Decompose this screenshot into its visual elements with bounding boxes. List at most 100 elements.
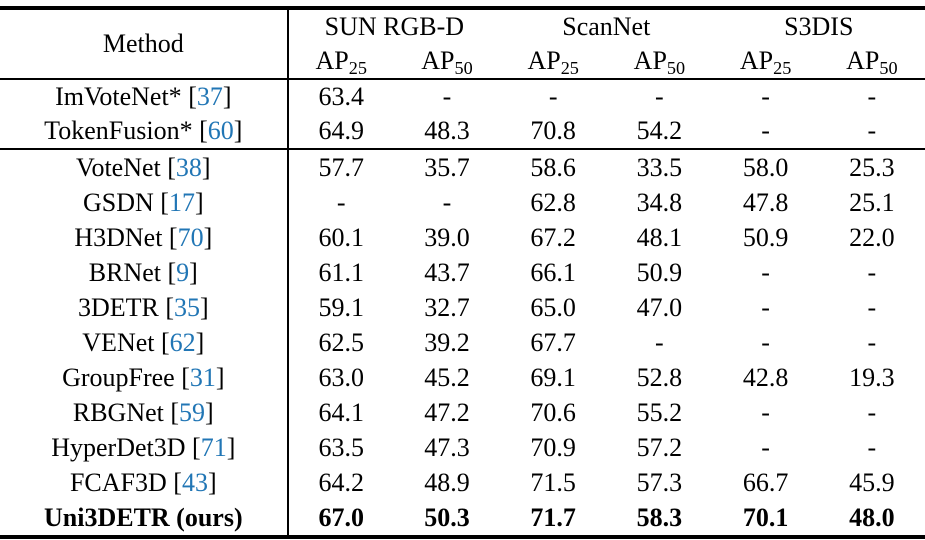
group-header-sun-rgbd: SUN RGB-D xyxy=(324,12,465,41)
table-header: Method SUN RGB-D ScanNet S3DIS AP25 AP50… xyxy=(0,8,925,79)
citation-link[interactable]: 70 xyxy=(177,222,204,252)
metric-subscript: 25 xyxy=(348,58,367,79)
value-cell: - xyxy=(442,187,452,217)
method-cell: BRNet [9] xyxy=(0,255,289,290)
value-cell: 63.4 xyxy=(318,82,364,111)
value-cell: 57.2 xyxy=(636,432,683,462)
table-row: BRNet [9] 61.1 43.7 66.1 50.9 - - xyxy=(0,255,925,290)
citation-bracket-open: [ xyxy=(160,187,169,217)
value-cell: - xyxy=(761,432,770,462)
metric-header-ap50: AP50 xyxy=(819,44,925,79)
citation-bracket-close: ] xyxy=(226,432,236,462)
value-cell: 34.8 xyxy=(636,187,683,217)
value-cell: - xyxy=(548,82,558,111)
citation-link[interactable]: 31 xyxy=(189,362,216,392)
value-cell: 48.9 xyxy=(424,467,470,497)
citation-bracket-open: [ xyxy=(167,257,177,287)
value-cell: 25.1 xyxy=(849,187,895,217)
citation-link[interactable]: 17 xyxy=(168,187,195,217)
citation-bracket-open: [ xyxy=(170,397,180,427)
citation-bracket-close: ] xyxy=(200,292,209,322)
metric-header-ap50: AP50 xyxy=(394,44,500,79)
citation-bracket-close: ] xyxy=(222,82,232,111)
value-cell: - xyxy=(867,82,877,111)
citation-link[interactable]: 38 xyxy=(175,152,202,182)
value-cell: 45.9 xyxy=(849,467,895,497)
value-cell: - xyxy=(761,397,770,427)
value-cell: - xyxy=(867,257,877,287)
citation-link[interactable]: 59 xyxy=(179,397,206,427)
value-cell: 69.1 xyxy=(530,362,576,392)
citation-link[interactable]: 60 xyxy=(207,116,234,145)
value-cell: - xyxy=(655,82,664,111)
citation-link[interactable]: 62 xyxy=(169,327,196,357)
citation-bracket-close: ] xyxy=(189,257,198,287)
value-cell: 39.2 xyxy=(424,327,470,357)
citation-bracket-close: ] xyxy=(205,397,214,427)
method-name: GroupFree xyxy=(62,362,175,392)
value-cell: - xyxy=(867,397,877,427)
dataset-group-row: Method SUN RGB-D ScanNet S3DIS xyxy=(0,8,925,79)
table-section-multimodal: ImVoteNet* [37] 63.4- - - - - TokenFusion* [60… xyxy=(0,79,925,149)
value-cell: 47.3 xyxy=(424,432,470,462)
citation-link[interactable]: 9 xyxy=(176,257,190,287)
value-cell: 54.2 xyxy=(636,116,683,145)
value-cell: 66.7 xyxy=(742,467,789,497)
method-cell: RBGNet [59] xyxy=(0,395,289,430)
value-cell: 48.1 xyxy=(636,222,683,252)
metric-subscript: 50 xyxy=(879,58,898,79)
value-cell: 33.5 xyxy=(636,152,683,182)
metric-header-ap25: AP25 xyxy=(500,44,606,79)
metric-label: AP xyxy=(846,46,880,75)
citation-link[interactable]: 43 xyxy=(181,467,208,497)
citation-link[interactable]: 37 xyxy=(196,82,223,111)
method-name: H3DNet xyxy=(74,222,163,252)
value-cell: 63.5 xyxy=(318,432,364,462)
table-row: HyperDet3D [71] 63.5 47.3 70.9 57.2 - - xyxy=(0,430,925,465)
citation-bracket-open: [ xyxy=(165,292,174,322)
citation-bracket-open: [ xyxy=(188,82,197,111)
table-row: VoteNet [38] 57.7 35.7 58.6 33.5 58.0 25.3 xyxy=(0,149,925,185)
citation-link[interactable]: 71 xyxy=(200,432,227,462)
value-cell: 67.2 xyxy=(530,222,576,252)
value-cell: 57.7 xyxy=(318,152,364,182)
value-cell: 67.7 xyxy=(530,327,576,357)
metric-header-row: AP25 AP50 AP25 AP50 AP25 AP50 xyxy=(0,44,925,79)
value-cell: 45.2 xyxy=(424,362,470,392)
metric-subscript: 25 xyxy=(560,58,579,79)
citation-bracket-close: ] xyxy=(207,467,217,497)
value-cell: 63.0 xyxy=(318,362,364,392)
method-cell: VoteNet [38] xyxy=(0,149,289,185)
method-name: HyperDet3D xyxy=(51,432,186,462)
value-cell: 66.1 xyxy=(530,257,576,287)
value-cell: - xyxy=(442,82,452,111)
value-cell: 58.3 xyxy=(636,502,683,532)
group-header-s3dis: S3DIS xyxy=(784,12,854,41)
value-cell: 59.1 xyxy=(318,292,364,322)
value-cell: 32.7 xyxy=(424,292,470,322)
method-name: RBGNet xyxy=(72,397,164,427)
table-row: TokenFusion* [60] 64.9 48.3 70.8 54.2 - - xyxy=(0,114,925,149)
value-cell: 60.1 xyxy=(318,222,364,252)
value-cell: 39.0 xyxy=(424,222,470,252)
method-name: VoteNet xyxy=(76,152,161,182)
method-name: TokenFusion* xyxy=(44,116,193,145)
citation-bracket-open: [ xyxy=(160,327,170,357)
metric-subscript: 50 xyxy=(454,58,473,79)
value-cell: - xyxy=(867,432,877,462)
method-cell: GSDN [17] xyxy=(0,185,289,220)
value-cell: 25.3 xyxy=(849,152,895,182)
citation-link[interactable]: 35 xyxy=(174,292,200,322)
citation-bracket-open: [ xyxy=(181,362,190,392)
value-cell: 61.1 xyxy=(318,257,364,287)
metric-header-ap25: AP25 xyxy=(288,44,394,79)
method-cell: 3DETR [35] xyxy=(0,290,289,325)
value-cell: 22.0 xyxy=(849,222,895,252)
method-name: GSDN xyxy=(82,187,154,217)
value-cell: - xyxy=(867,327,877,357)
value-cell: 42.8 xyxy=(742,362,789,392)
method-cell: TokenFusion* [60] xyxy=(0,114,289,149)
value-cell: 47.2 xyxy=(424,397,470,427)
method-cell: FCAF3D [43] xyxy=(0,465,289,500)
value-cell: 48.0 xyxy=(849,502,895,532)
